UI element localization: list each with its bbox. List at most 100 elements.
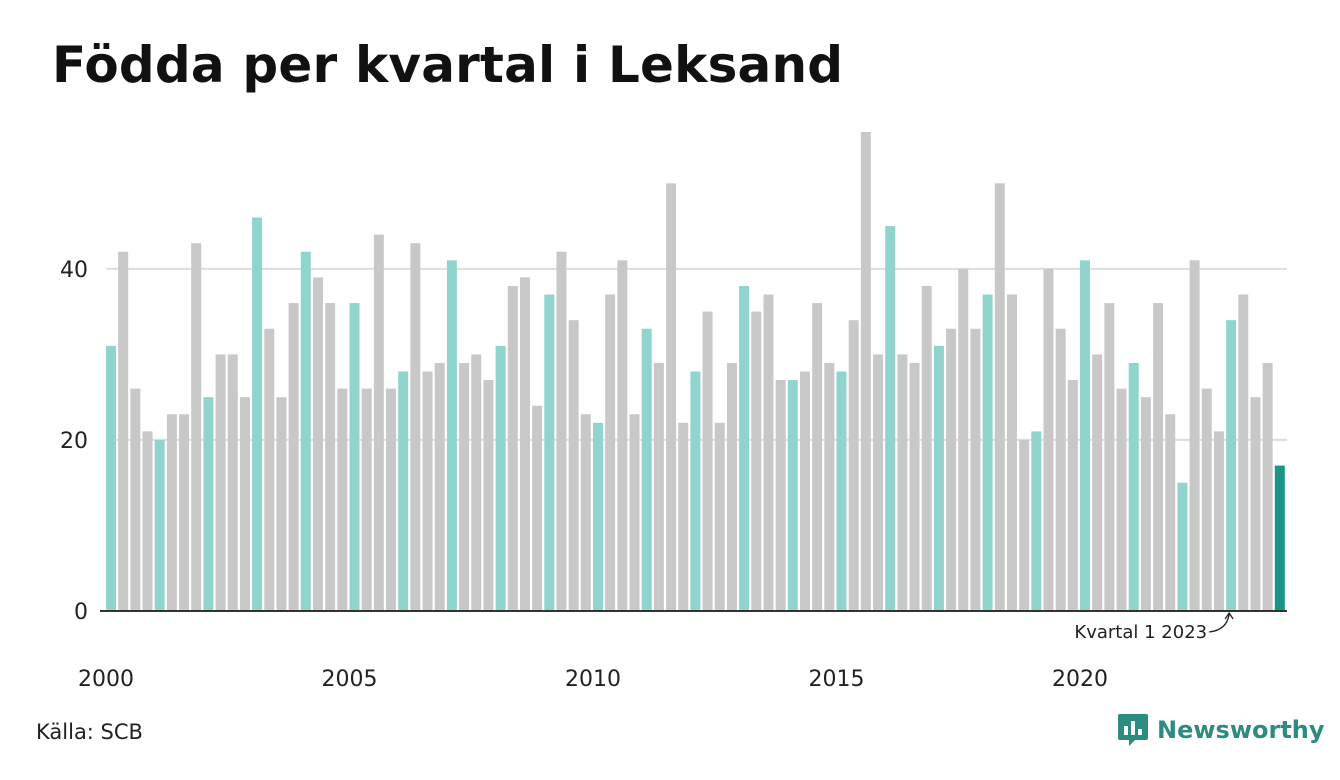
bar [483, 380, 494, 611]
bar [349, 303, 360, 611]
bar [519, 277, 530, 611]
bar [1238, 294, 1249, 611]
bar [130, 388, 141, 611]
x-tick-label: 2000 [78, 667, 134, 692]
bar [812, 303, 823, 611]
bar [361, 388, 372, 611]
bar [836, 371, 847, 611]
bar [252, 217, 263, 612]
bar [629, 414, 640, 611]
y-tick-label: 20 [60, 429, 88, 454]
bar [1274, 465, 1285, 611]
bar [1092, 354, 1103, 611]
bar [799, 371, 810, 611]
bar [568, 320, 579, 611]
bar [714, 422, 725, 611]
bar [142, 431, 153, 612]
bar [1213, 431, 1224, 612]
bar [1262, 362, 1273, 611]
bar [593, 422, 603, 611]
bar [532, 405, 543, 611]
bar [239, 397, 250, 611]
bar [179, 414, 190, 611]
bar [434, 362, 445, 611]
bar [106, 345, 116, 611]
bar [885, 226, 896, 611]
brand-name: Newsworthy [1157, 716, 1325, 744]
source-label: Källa: SCB [36, 720, 143, 744]
bar [1043, 268, 1054, 611]
bar [446, 260, 457, 611]
bar [1153, 303, 1164, 611]
bar [264, 328, 275, 611]
x-tick-label: 2010 [565, 667, 621, 692]
bar [288, 303, 299, 611]
bar [860, 132, 871, 611]
bar [154, 439, 165, 611]
bar [1006, 294, 1017, 611]
brand-logo: Newsworthy [1117, 712, 1325, 748]
bar [386, 388, 397, 611]
bar [312, 277, 323, 611]
y-axis-labels: 0 20 40 [60, 258, 88, 625]
bar [726, 362, 737, 611]
bar [1104, 303, 1115, 611]
bar [775, 380, 786, 611]
bar [653, 362, 664, 611]
bar [970, 328, 981, 611]
bar [958, 268, 969, 611]
bar [118, 251, 129, 611]
annotation: Kvartal 1 2023 [1074, 611, 1234, 643]
bar [739, 285, 750, 611]
bar [946, 328, 957, 611]
bar [909, 362, 920, 611]
bar [580, 414, 591, 611]
chart-title: Födda per kvartal i Leksand [52, 36, 844, 94]
bar [398, 371, 409, 611]
bar [422, 371, 433, 611]
bar [227, 354, 238, 611]
bar [982, 294, 993, 611]
bar [1128, 362, 1139, 611]
bar [300, 251, 311, 611]
bar [763, 294, 774, 611]
bar [897, 354, 908, 611]
bar [848, 320, 859, 611]
bar [1067, 380, 1078, 611]
bar [921, 285, 932, 611]
bars [106, 132, 1285, 612]
bar [787, 380, 798, 611]
bar [1019, 439, 1030, 611]
bar [337, 388, 348, 611]
bar [751, 311, 762, 612]
bar [1080, 260, 1090, 611]
annotation-label: Kvartal 1 2023 [1074, 622, 1207, 643]
bar [203, 397, 214, 611]
bar [1201, 388, 1212, 611]
y-tick-label: 0 [74, 600, 88, 625]
x-tick-label: 2005 [322, 667, 378, 692]
bar [556, 251, 567, 611]
bar [617, 260, 628, 611]
newsworthy-logo-icon [1118, 714, 1148, 746]
bar [1226, 320, 1237, 611]
bar [410, 243, 421, 611]
bar [641, 328, 652, 611]
bar [459, 362, 470, 611]
bar [276, 397, 287, 611]
bar [690, 371, 701, 611]
bar [191, 243, 202, 611]
bar [325, 303, 336, 611]
bar [507, 285, 518, 611]
bar [933, 345, 944, 611]
x-tick-label: 2015 [809, 667, 865, 692]
bar [1189, 260, 1200, 611]
annotation-arrow [1209, 611, 1234, 633]
bar [215, 354, 226, 611]
x-axis-labels: 2000 2005 2010 2015 2020 [78, 667, 1108, 692]
bar [544, 294, 555, 611]
bar [1250, 397, 1261, 611]
bar [471, 354, 482, 611]
bar [1140, 397, 1151, 611]
